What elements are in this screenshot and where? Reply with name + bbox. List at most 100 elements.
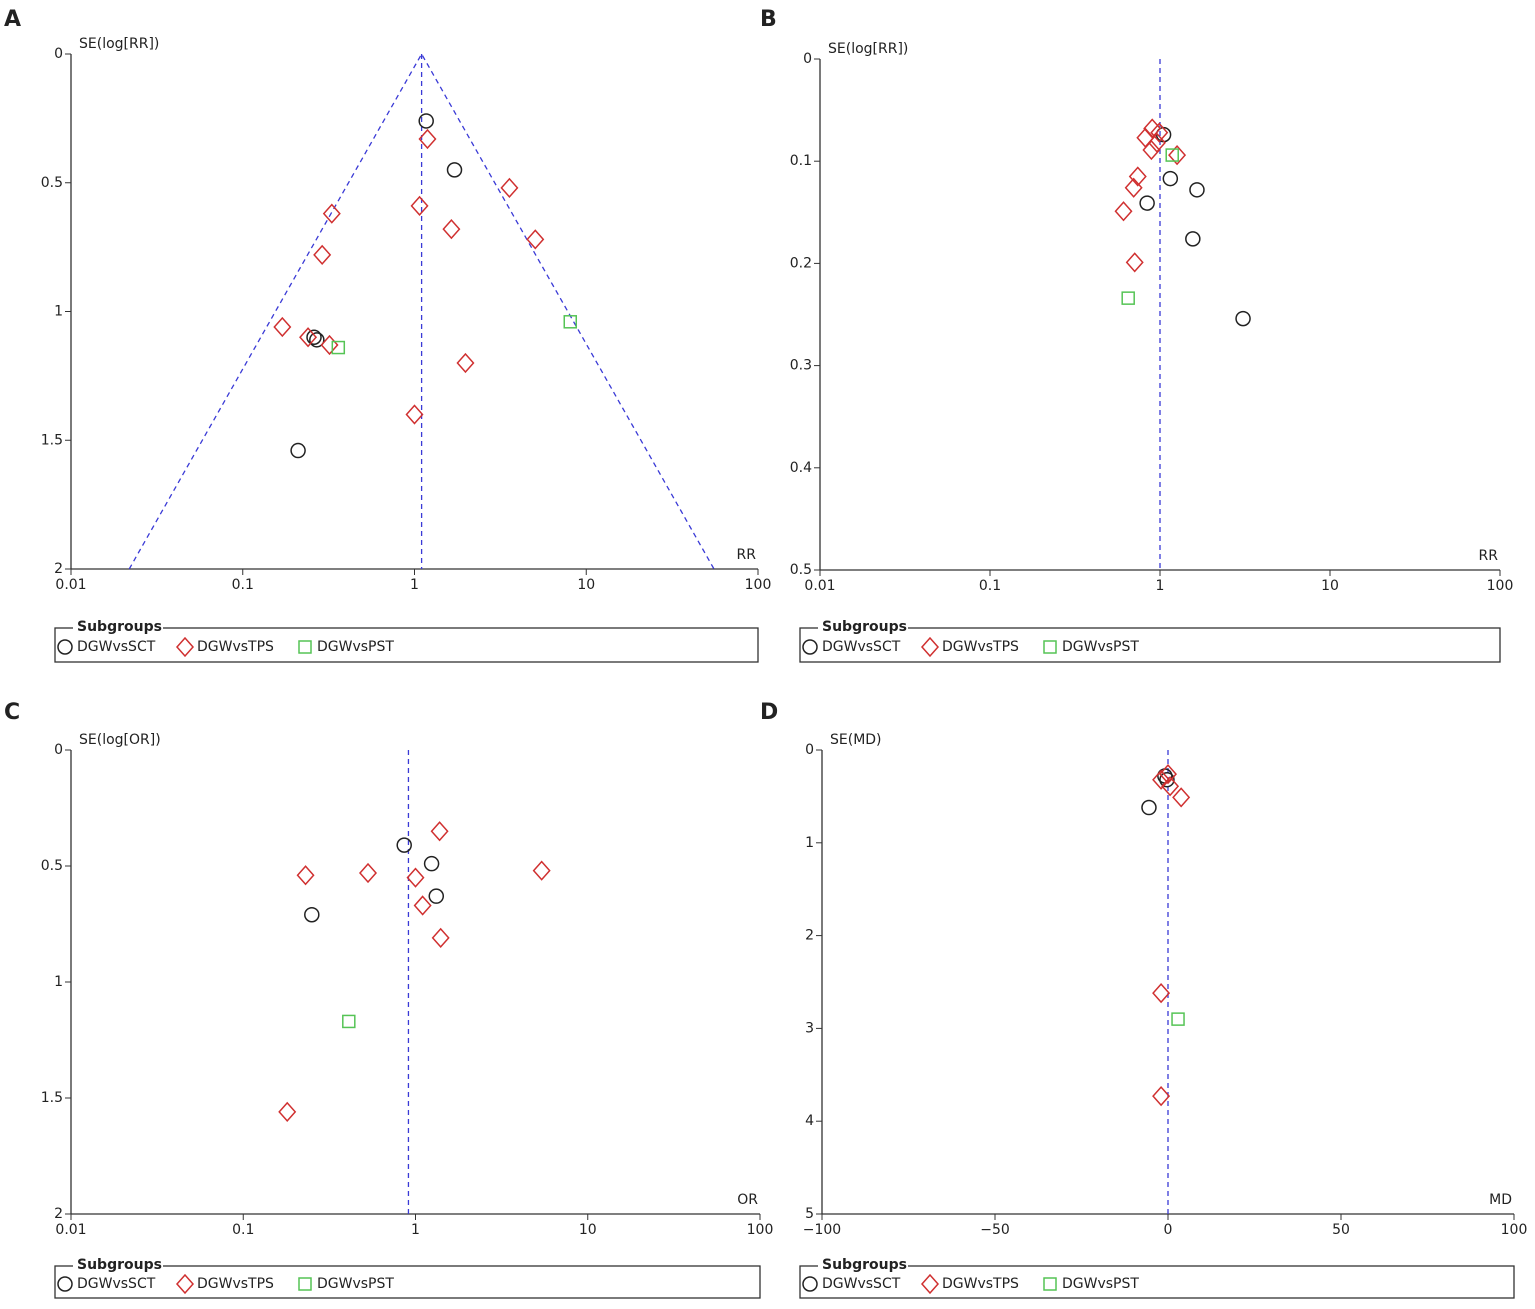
x-tick-label: 0 [1164, 1222, 1173, 1238]
y-axis-title: SE(log[RR]) [79, 36, 159, 52]
y-tick-label: 0.3 [790, 358, 812, 374]
x-tick-label: 100 [745, 577, 772, 593]
point-circle [57, 639, 73, 655]
x-tick-label: 0.1 [232, 577, 254, 593]
point-square [298, 640, 312, 654]
y-axis-title: SE(log[OR]) [79, 732, 161, 748]
panel-letter: D [760, 700, 778, 725]
point-diamond [920, 1273, 940, 1295]
x-axis-title: MD [1489, 1192, 1512, 1208]
legend-label: DGWvsSCT [77, 639, 156, 655]
point-circle [290, 442, 306, 459]
point-diamond [920, 636, 940, 658]
legend-box [799, 627, 1501, 663]
point-diamond [1172, 787, 1191, 808]
point-diamond [175, 1273, 195, 1295]
point-circle [1159, 771, 1175, 788]
x-tick-label: 100 [747, 1222, 774, 1238]
x-tick-label: 0.1 [979, 578, 1001, 594]
y-tick-label: 2 [54, 561, 63, 577]
point-square [1043, 1277, 1057, 1291]
x-tick-label: 50 [1332, 1222, 1350, 1238]
y-tick-label: 2 [54, 1206, 63, 1222]
point-diamond [410, 195, 429, 217]
point-diamond [1124, 177, 1143, 198]
panel-letter: B [760, 7, 777, 32]
point-diamond [456, 352, 475, 374]
point-diamond [431, 927, 450, 949]
legend-label: DGWvsTPS [197, 639, 274, 655]
point-diamond [1114, 201, 1133, 222]
y-tick-label: 0.5 [790, 562, 812, 578]
legend-label: DGWvsPST [317, 639, 394, 655]
point-circle [446, 162, 463, 178]
x-tick-label: 1 [411, 1222, 420, 1238]
panel-letter: C [4, 700, 20, 725]
point-diamond [1150, 122, 1169, 143]
legend-label: DGWvsSCT [822, 639, 901, 655]
legend-label: DGWvsPST [1062, 1276, 1139, 1292]
x-axis-title: RR [737, 547, 757, 563]
y-tick-label: 0.1 [790, 153, 812, 169]
point-diamond [418, 128, 437, 150]
legend-label: DGWvsTPS [197, 1276, 274, 1292]
y-tick-label: 5 [805, 1206, 814, 1222]
point-diamond [278, 1101, 297, 1123]
y-tick-label: 1.5 [41, 432, 63, 448]
point-diamond [500, 177, 519, 199]
x-tick-label: 10 [579, 1222, 597, 1238]
y-axis-title: SE(log[RR]) [828, 41, 908, 57]
point-circle [396, 837, 412, 853]
point-square [1165, 148, 1179, 162]
point-diamond [1152, 1086, 1171, 1107]
point-diamond [430, 821, 449, 842]
legend-box [799, 1265, 1515, 1299]
point-square [563, 315, 578, 329]
point-diamond [1152, 983, 1171, 1004]
y-tick-label: 4 [805, 1113, 814, 1129]
point-circle [418, 113, 434, 129]
point-circle [1189, 182, 1205, 198]
point-diamond [1128, 166, 1147, 187]
legend-label: DGWvsSCT [77, 1276, 156, 1292]
point-circle [1235, 310, 1251, 327]
x-axis-title: OR [737, 1192, 758, 1208]
x-tick-label: 1 [410, 577, 419, 593]
legend-title-bg [818, 620, 908, 634]
x-tick-label: 100 [1501, 1222, 1528, 1238]
x-tick-label: 10 [1321, 578, 1339, 594]
point-circle [57, 1276, 73, 1292]
point-circle [1139, 195, 1155, 211]
x-axis-title: RR [1479, 548, 1499, 564]
funnel-limits [128, 52, 715, 570]
point-circle [428, 888, 445, 904]
y-tick-label: 0.4 [790, 460, 812, 476]
x-tick-label: 1 [1156, 578, 1165, 594]
legend-title-bg [73, 620, 163, 634]
y-tick-label: 2 [805, 928, 814, 944]
x-tick-label: 10 [577, 577, 595, 593]
legend-label: DGWvsPST [317, 1276, 394, 1292]
x-tick-label: 0.01 [804, 578, 835, 594]
point-circle [423, 855, 440, 872]
panel-letter: A [4, 7, 21, 32]
point-square [342, 1014, 356, 1029]
legend-box [54, 1265, 761, 1299]
y-tick-label: 0 [54, 742, 63, 758]
legend-label: DGWvsTPS [942, 1276, 1019, 1292]
point-circle [1185, 231, 1201, 247]
point-diamond [532, 860, 551, 881]
x-tick-label: −50 [980, 1222, 1010, 1238]
point-diamond [1168, 144, 1187, 166]
legend-title: Subgroups [77, 1257, 162, 1273]
point-diamond [442, 218, 461, 240]
x-tick-label: 100 [1487, 578, 1514, 594]
point-diamond [1152, 769, 1171, 790]
y-tick-label: 1 [805, 835, 814, 851]
x-tick-label: 0.01 [55, 1222, 86, 1238]
point-diamond [322, 203, 341, 224]
y-tick-label: 0.5 [41, 858, 63, 874]
point-circle [306, 329, 322, 345]
